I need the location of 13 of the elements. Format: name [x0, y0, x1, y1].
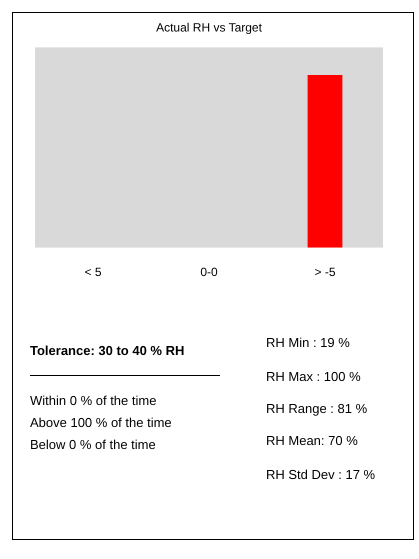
- text: RH Std Dev : 17 %: [266, 467, 376, 482]
- text: Above 100 % of the time: [30, 415, 172, 430]
- text: Within 0 % of the time: [30, 393, 156, 408]
- text: RH Max : 100 %: [266, 369, 361, 384]
- x-tick-label: < 5: [84, 265, 102, 280]
- text: RH Min : 19 %: [266, 335, 350, 350]
- text: RH Range : 81 %: [266, 401, 368, 416]
- text: Below 0 % of the time: [30, 437, 156, 452]
- x-tick-label: 0-0: [200, 265, 218, 280]
- chart-title: Actual RH vs Target: [156, 20, 263, 35]
- text: Tolerance: 30 to 40 % RH: [30, 343, 184, 358]
- x-tick-label: > -5: [314, 265, 336, 280]
- text: RH Mean: 70 %: [266, 433, 358, 448]
